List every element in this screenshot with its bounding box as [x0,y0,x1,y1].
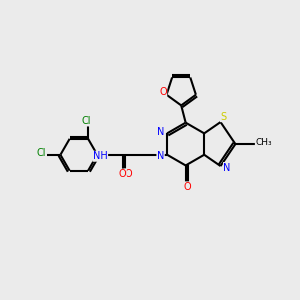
Text: CH₃: CH₃ [255,138,272,147]
Text: O: O [119,169,126,179]
Text: O: O [159,87,167,97]
Text: N: N [157,127,164,137]
Text: Cl: Cl [36,148,46,158]
Text: N: N [224,163,231,172]
Text: Cl: Cl [82,116,91,126]
Text: N: N [157,151,164,161]
Text: O: O [124,169,132,179]
Text: O: O [183,182,191,192]
Text: S: S [220,112,226,122]
Text: NH: NH [93,151,108,161]
